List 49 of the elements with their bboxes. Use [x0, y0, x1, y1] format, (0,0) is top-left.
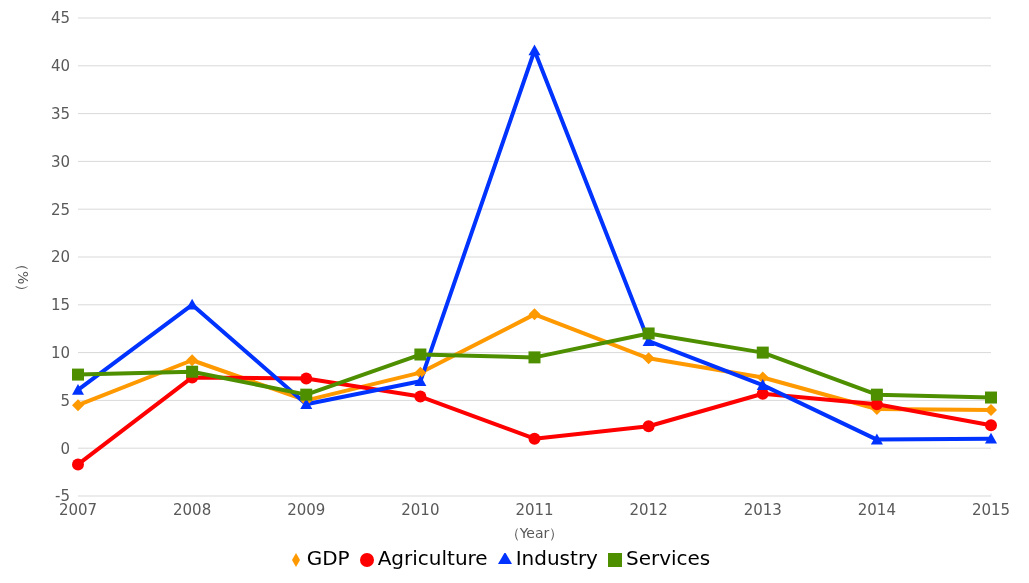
y-tick-label: 15: [50, 296, 70, 315]
point: [414, 366, 427, 379]
point: [186, 354, 199, 367]
y-tick-label: 0: [60, 439, 70, 458]
point: [186, 365, 199, 378]
y-tick-label: 40: [50, 57, 70, 76]
point: [300, 388, 313, 401]
point: [642, 352, 655, 365]
point: [414, 348, 427, 361]
y-tick-label: 35: [50, 104, 70, 123]
point: [985, 419, 997, 432]
point: [870, 433, 883, 445]
x-axis-title: （Year）: [505, 525, 564, 541]
y-tick-label: 45: [50, 9, 70, 28]
x-tick-label: 2008: [173, 500, 212, 519]
point: [300, 372, 313, 385]
point: [642, 420, 655, 433]
point: [642, 327, 655, 340]
x-tick-label: 2009: [287, 500, 326, 519]
point: [72, 458, 84, 471]
legend-label: GDP: [306, 546, 350, 570]
point: [528, 44, 541, 56]
y-tick-label: 25: [50, 200, 70, 219]
point: [756, 379, 769, 390]
legend-label: Agriculture: [377, 546, 488, 570]
x-tick-label: 2015: [971, 500, 1011, 519]
point: [756, 346, 769, 359]
x-tick-label: 2010: [401, 500, 440, 519]
y-tick-label: 10: [50, 343, 70, 362]
point: [72, 399, 84, 412]
point: [72, 383, 84, 395]
point: [528, 308, 541, 321]
y-tick-label: 30: [50, 152, 70, 171]
x-tick-label: 2011: [515, 500, 554, 519]
point: [528, 432, 541, 445]
legend-label: Services: [625, 546, 711, 570]
x-tick-label: 2013: [743, 500, 782, 519]
point: [985, 391, 997, 404]
point: [870, 388, 883, 401]
point: [72, 368, 84, 381]
y-axis-title: （%）: [15, 257, 32, 299]
point: [414, 375, 427, 387]
y-tick-label: 5: [60, 391, 70, 410]
point: [414, 390, 427, 403]
y-tick-label: 20: [50, 248, 70, 267]
legend-label: Industry: [515, 546, 598, 570]
point: [528, 351, 541, 364]
x-tick-label: 2012: [629, 500, 668, 519]
x-tick-label: 2014: [857, 500, 896, 519]
